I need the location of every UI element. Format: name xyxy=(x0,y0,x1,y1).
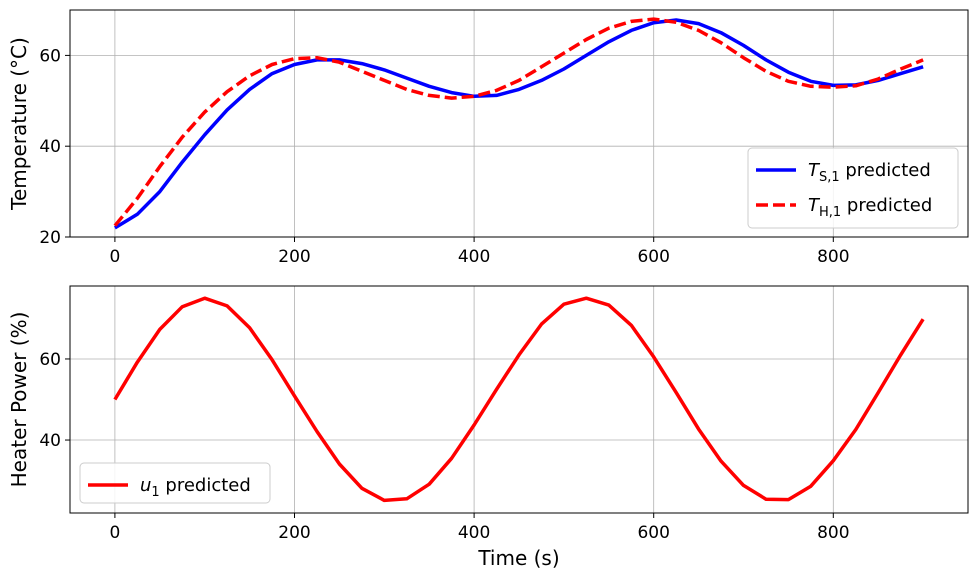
heater-power-legend-entry-1: u1 predicted xyxy=(140,475,251,500)
temperature-series-line-2 xyxy=(113,17,924,227)
heater-power-legend: u1 predicted xyxy=(79,462,271,504)
temperature-legend-box xyxy=(747,147,959,229)
temperature-axes-frame xyxy=(69,9,969,238)
temperature-subplot: 0 200 400 600 800 20 40 60 Temperature (°C) TS,… xyxy=(7,9,969,267)
temperature-legend: TS,1 predicted TH,1 predicted xyxy=(747,147,959,229)
temperature-x-tick-label: 800 xyxy=(817,247,849,267)
temperature-x-tick-label: 0 xyxy=(109,247,120,267)
heater-power-axes-frame xyxy=(69,285,969,514)
heater-power-x-tick-label: 0 xyxy=(109,523,120,543)
heater-power-x-tick-label: 800 xyxy=(817,523,849,543)
temperature-x-tick-label: 600 xyxy=(637,247,669,267)
heater-power-subplot: 0 200 400 600 800 40 60 Heater Power (%) Time … xyxy=(7,285,969,570)
temperature-x-tick-label: 400 xyxy=(458,247,490,267)
temperature-y-tick-label: 20 xyxy=(39,228,61,248)
temperature-series xyxy=(113,17,924,230)
heater-power-x-tick-label: 600 xyxy=(637,523,669,543)
heater-power-x-tick-label: 400 xyxy=(458,523,490,543)
temperature-series-line-1 xyxy=(113,18,924,230)
heater-power-ticks: 0 200 400 600 800 40 60 xyxy=(39,350,849,543)
temperature-legend-entry-2: TH,1 predicted xyxy=(808,195,932,220)
heater-power-y-tick-label: 40 xyxy=(39,431,61,451)
temperature-y-axis-label: Temperature (°C) xyxy=(7,37,31,211)
heater-power-legend-box xyxy=(79,462,271,504)
heater-power-series xyxy=(113,296,925,503)
time-x-axis-label: Time (s) xyxy=(477,546,559,570)
temperature-legend-entry-1: TS,1 predicted xyxy=(808,160,931,185)
heater-power-x-tick-label: 200 xyxy=(278,523,310,543)
heater-power-series-line-1 xyxy=(113,296,925,503)
heater-power-y-axis-label: Heater Power (%) xyxy=(7,312,31,488)
temperature-y-tick-label: 40 xyxy=(39,137,61,157)
temperature-ticks: 0 200 400 600 800 20 40 60 xyxy=(39,46,849,267)
heater-power-y-tick-label: 60 xyxy=(39,350,61,370)
temperature-y-tick-label: 60 xyxy=(39,46,61,66)
temperature-x-tick-label: 200 xyxy=(278,247,310,267)
